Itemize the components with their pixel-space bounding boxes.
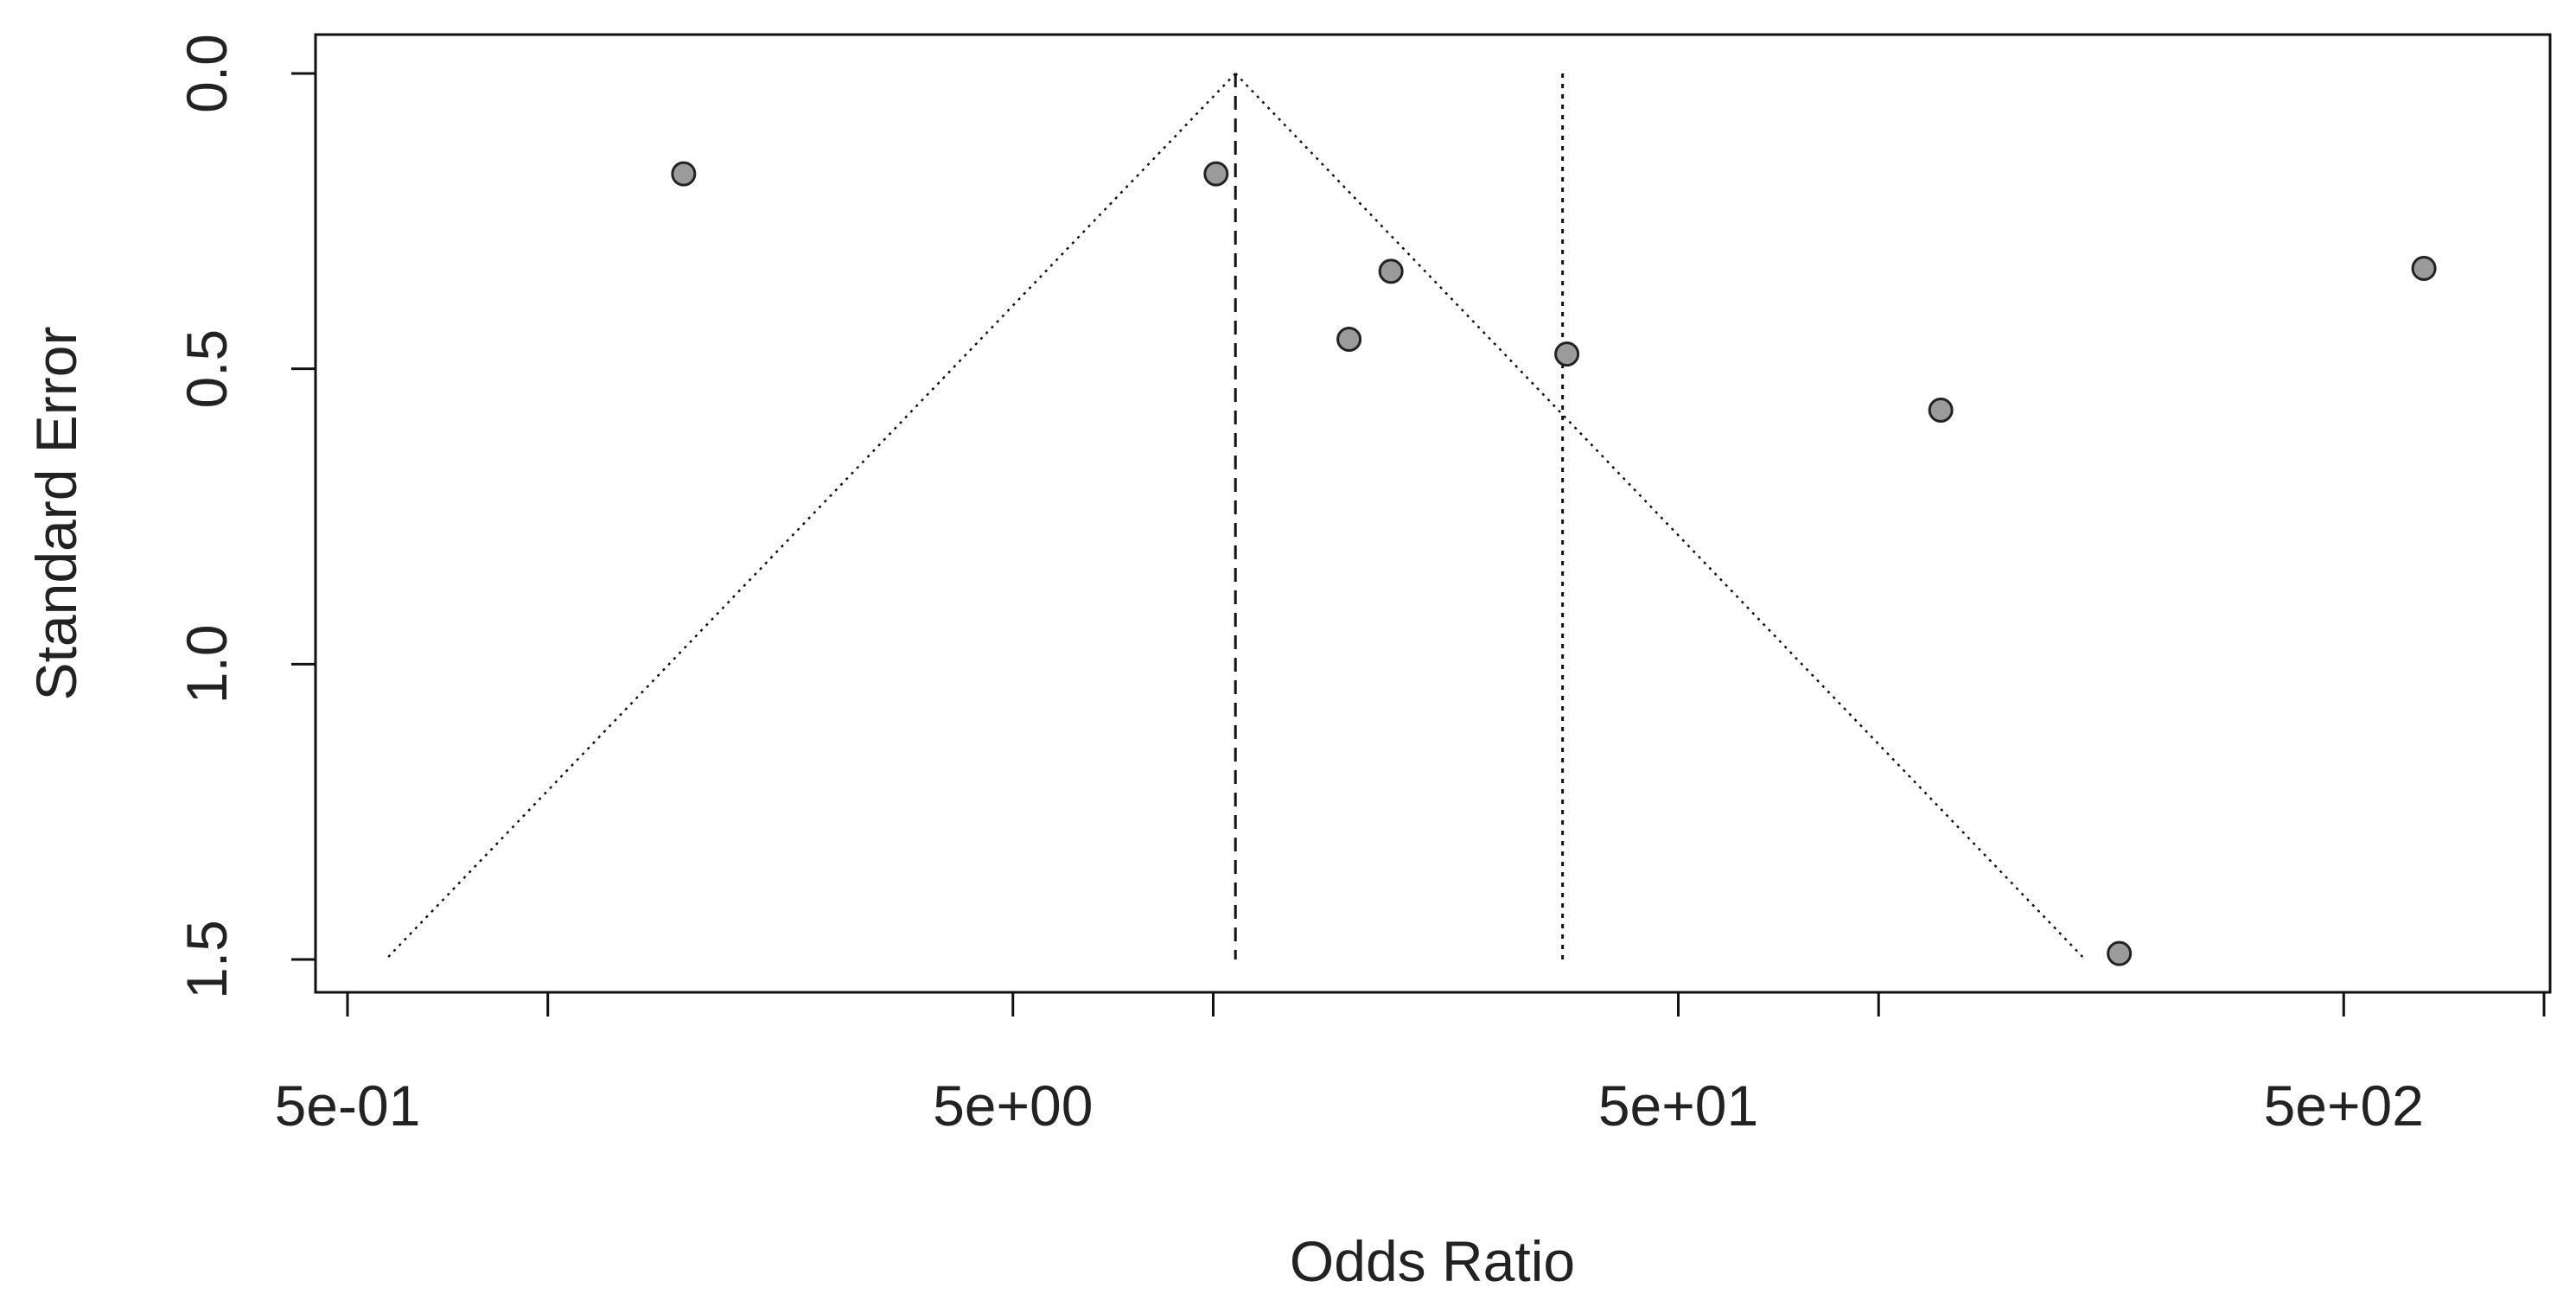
x-tick-label: 5e+02 — [2264, 1074, 2424, 1138]
funnel-lines — [385, 73, 2086, 960]
study-point — [2411, 256, 2437, 281]
reference-lines — [1234, 73, 1565, 959]
study-point — [1336, 327, 1362, 352]
y-axis-title: Standard Error — [24, 327, 88, 701]
x-tick-label: 5e-01 — [275, 1074, 421, 1138]
y-tick-label: 1.5 — [175, 920, 239, 999]
x-tick-label: 5e+01 — [1598, 1074, 1758, 1138]
study-point — [671, 161, 697, 187]
y-tick-label: 0.5 — [175, 329, 239, 409]
y-tick-label: 0.0 — [175, 34, 239, 113]
study-points — [671, 161, 2437, 966]
x-axis-title: Odds Ratio — [1290, 1229, 1575, 1293]
study-point — [1378, 258, 1404, 284]
y-axis: 0.0 0.5 1.0 1.5 — [175, 34, 317, 999]
funnel-right-boundary — [1234, 73, 2086, 960]
study-point — [1203, 161, 1229, 187]
funnel-left-boundary — [385, 73, 1237, 960]
y-tick-label: 1.0 — [175, 624, 239, 704]
study-point — [2107, 940, 2133, 966]
study-point — [1928, 398, 1954, 423]
study-point — [1554, 341, 1580, 367]
x-tick-label: 5e+00 — [933, 1074, 1093, 1138]
x-axis: 5e-01 5e+00 5e+01 5e+02 — [275, 991, 2546, 1138]
